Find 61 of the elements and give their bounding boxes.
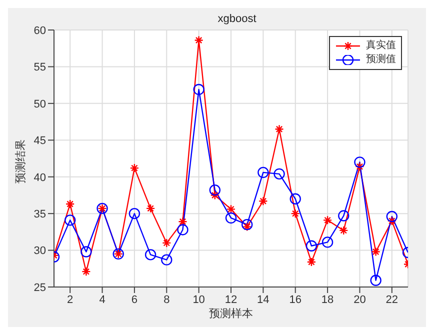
point [241,218,253,230]
point [162,238,172,248]
x-tick-label: 12 [224,294,238,306]
point [210,190,220,200]
point [322,216,332,225]
point [161,254,172,266]
point [274,124,284,134]
point [387,216,397,226]
y-tick-label: 30 [34,245,46,258]
point [274,168,285,180]
y-axis-title: 预测结果 [14,140,27,184]
point [209,184,221,196]
point [370,274,382,286]
point [128,208,140,220]
y-tick-label: 55 [34,62,46,74]
x-tick-label: 22 [386,294,398,306]
legend-label: 预测值 [366,53,396,67]
point [242,222,252,232]
x-tick-label: 8 [164,294,170,306]
x-tick-label: 16 [289,294,302,306]
point [386,210,398,222]
point [64,214,76,226]
point [82,266,91,276]
point [144,249,156,260]
x-tick-label: 6 [131,294,138,306]
point [339,226,348,236]
y-tick-label: 35 [34,208,46,220]
x-tick-label: 2 [67,294,74,306]
point [178,217,188,226]
x-tick-label: 14 [257,294,270,306]
point [226,204,236,214]
point [258,166,269,178]
point [306,240,318,252]
point [258,196,268,206]
point [225,212,237,224]
x-tick-label: 20 [354,294,366,306]
point [354,156,366,168]
point [306,257,316,267]
x-tick-label: 18 [321,294,334,306]
point [290,193,301,204]
chart-title: xgboost [216,13,258,25]
point [193,84,204,96]
point [146,204,156,214]
x-axis-title: 预测样本 [209,307,253,320]
y-tick-label: 50 [34,98,46,110]
point [355,162,364,172]
point [290,208,300,218]
point [177,224,188,236]
x-tick-label: 4 [99,294,106,306]
y-tick-label: 40 [34,172,46,184]
point [322,236,334,248]
y-tick-label: 60 [34,24,46,37]
y-tick-label: 45 [34,135,46,148]
point [80,246,92,258]
point [65,199,75,209]
y-tick-label: 25 [34,282,46,294]
point [338,210,350,222]
x-tick-label: 10 [192,294,205,306]
point [371,247,380,256]
legend-label: 真实值 [366,39,396,53]
point [130,163,140,173]
